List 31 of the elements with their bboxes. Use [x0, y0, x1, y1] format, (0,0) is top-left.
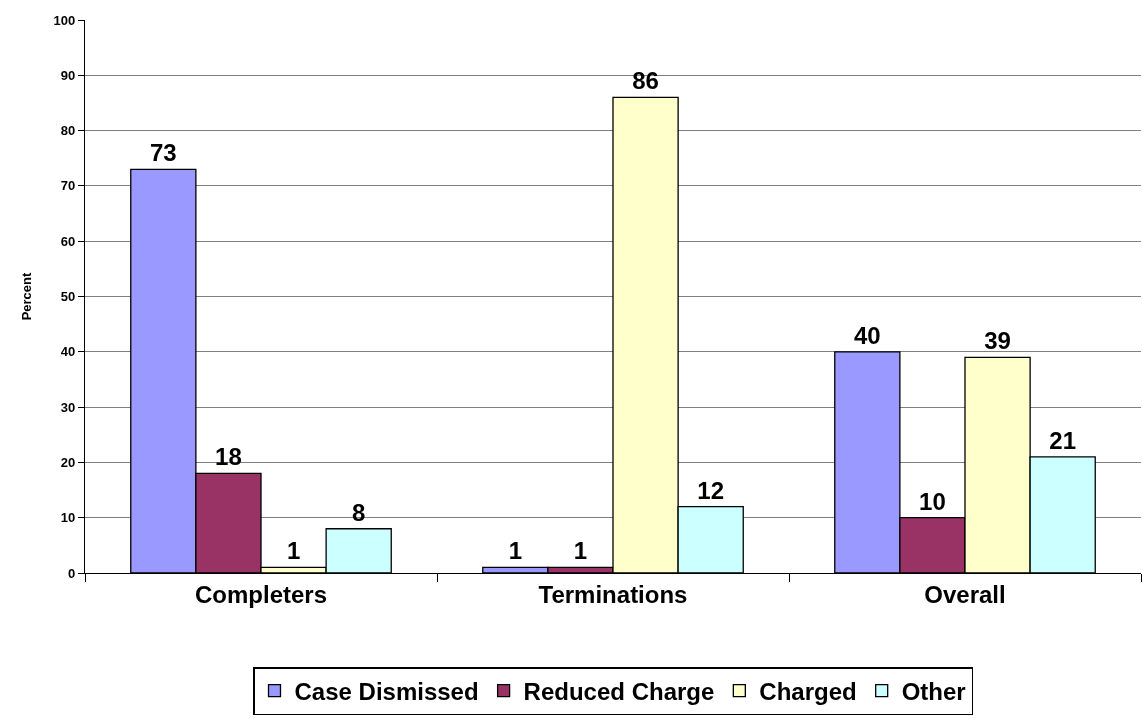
- y-tick-label: 0: [68, 565, 76, 581]
- legend-label: Case Dismissed: [294, 677, 479, 705]
- y-tick-label: 40: [60, 344, 76, 360]
- y-tick-label: 20: [60, 454, 76, 470]
- data-label: 8: [352, 498, 366, 526]
- legend-label: Other: [901, 677, 966, 705]
- data-label: 86: [632, 67, 659, 95]
- data-label: 1: [508, 537, 522, 565]
- y-tick-label: 10: [60, 510, 76, 526]
- x-tick-label: Overall: [924, 580, 1006, 608]
- data-label: 1: [573, 537, 588, 565]
- y-axis-title: Percent: [19, 271, 35, 321]
- y-tick-label: 50: [60, 289, 76, 305]
- y-tick-label: 90: [60, 67, 76, 83]
- x-tick-label: Completers: [194, 580, 328, 608]
- legend-label: Reduced Charge: [523, 677, 715, 705]
- data-label: 10: [919, 487, 946, 515]
- legend-label: Charged: [759, 677, 857, 705]
- y-tick-label: 100: [53, 12, 76, 28]
- data-label: 40: [853, 321, 881, 349]
- y-tick-label: 30: [60, 399, 76, 415]
- data-label: 21: [1049, 426, 1077, 454]
- y-tick-label: 70: [60, 178, 76, 194]
- x-tick-label: Terminations: [538, 580, 688, 608]
- data-label: 73: [149, 139, 177, 167]
- data-label: 39: [984, 327, 1011, 355]
- y-tick-label: 80: [60, 123, 76, 139]
- data-label: 18: [215, 443, 242, 471]
- data-label: 12: [697, 476, 725, 504]
- y-tick-label: 60: [60, 233, 76, 249]
- data-label: 1: [286, 537, 301, 565]
